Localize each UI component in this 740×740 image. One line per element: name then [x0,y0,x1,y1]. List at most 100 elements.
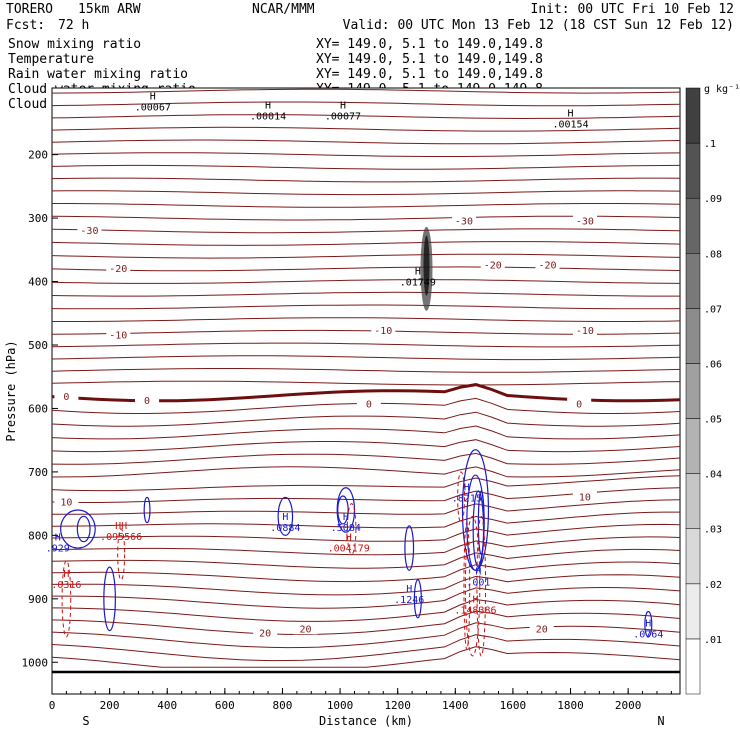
cloud-water-contour [60,509,96,549]
x-tick-label: 0 [49,699,56,712]
cloud-water-contour [644,610,653,638]
isotherm-label: 20 [299,624,311,635]
isotherm-line [51,425,681,440]
plot-area: -30 -30 -30 -20 -20 -20 -10 -10 -10 0 0 0 0 10 10 20 20 2… [46,87,681,695]
isotherm-label: 20 [259,629,271,640]
isotherm-label-bg [77,223,102,236]
isotherm-line [51,452,681,465]
colorbar: .01 .02 .03 .04 .05 .06 .07 .08 .09 .1 [685,87,722,695]
isotherm-line [51,114,681,120]
maximum-value: .095566 [100,532,142,543]
colorbar-swatch [685,197,701,254]
cloud-water-contour [477,490,485,555]
x-tick-label: 200 [100,699,120,712]
y-tick-label: 700 [28,466,48,479]
colorbar-label: .02 [704,580,722,591]
isotherm-line [52,317,681,322]
rain-water-contour [117,528,126,581]
isotherm-label: -30 [80,226,98,237]
title-block: TORERO 15km ARW NCAR/MMM Init: 00 UTC Fr… [6,2,734,33]
isotherm-line [51,634,681,662]
maximum-value: .00067 [135,102,171,113]
maximum-marker: H [415,267,421,278]
rain-water-contour [61,560,72,638]
isotherm-line [51,548,681,569]
colorbar-swatch [685,142,701,199]
isotherm-label: 0 [576,400,582,411]
colorbar-label: .04 [704,470,722,481]
isotherm-line [51,279,681,284]
colorbar-swatch [685,473,701,529]
x-axis: 0 200 400 600 800 1000 1200 1400 1600 1800 2000 [49,688,672,712]
isotherm-line [51,228,681,234]
x-tick-label: 1800 [557,699,584,712]
maximum-marker: HH [115,521,127,532]
colorbar-label: .01 [704,635,722,646]
isotherm-label: -20 [484,261,502,272]
rain-water-contours [61,471,487,657]
maximum-value: .8215 [452,493,482,504]
colorbar-swatch [685,87,701,144]
isotherm-label: 10 [579,492,591,503]
x-tick-label: 600 [215,699,235,712]
x-tick-label: 400 [157,699,177,712]
x-tick-label: 1600 [500,699,527,712]
maximum-marker: H [346,532,352,543]
colorbar-label: .06 [704,359,722,370]
x-tick-label: 1000 [327,699,354,712]
maximum-marker: H [406,584,412,595]
isotherm-label: 20 [536,624,548,635]
isotherm-label: -30 [576,216,594,227]
colorbar-swatch [685,418,701,474]
y-tick-label: 800 [28,529,48,542]
isotherm-label-bg [54,495,79,508]
cloud-water-contour [337,495,349,525]
isotherm-line [51,152,681,157]
maximum-marker: H [55,532,61,543]
isotherm-line [51,561,681,583]
cut-end-label: N [657,714,664,728]
isotherm-line [51,342,681,348]
ice-shading [420,226,433,311]
maximum-marker: H [475,567,481,578]
maximum-value: .5084 [331,523,361,534]
maximum-marker: H [472,595,478,606]
cloud-water-contour [277,496,294,536]
colorbar-units: g kg⁻¹ [704,84,740,95]
maximum-marker: H [645,619,651,630]
isotherm-label-bg [106,261,131,274]
isotherm-label-bg [135,393,160,406]
maximum-marker: H [282,512,288,523]
isotherm-label-bg [106,328,131,341]
isotherm-line [51,523,681,542]
rain-water-contour [463,522,471,651]
maximum-value: .0316 [51,580,81,591]
x-tick-label: 2000 [615,699,642,712]
y-axis-label: Pressure (hPa) [4,340,18,441]
rain-water-contour [476,515,487,657]
maximum-value: .004179 [328,543,370,554]
maximum-marker: H [265,100,271,111]
temperature-contours [51,88,681,668]
y-tick-label: 900 [28,593,48,606]
isotherm-line [51,536,681,556]
isotherm-line [51,499,681,515]
field-legend-xy: XY= 149.0, 5.1 to 149.0,149.8 [316,52,543,67]
maximum-marker: H [150,91,156,102]
valid-time: Valid: 00 UTC Mon 13 Feb 12 (18 CST Sun … [343,18,734,33]
isotherm-line [51,241,681,246]
y-tick-label: 500 [28,339,48,352]
isotherm-line [51,574,681,596]
model-resolution: 15km ARW [78,2,141,17]
isotherm-label-bg [572,324,597,337]
isotherm-label-bg [253,626,278,639]
colorbar-swatch [685,253,701,309]
isotherm-label: -10 [374,326,392,337]
colorbar-label: .09 [704,194,722,205]
fcst-label: Fcst: [6,18,45,33]
isotherm-line [51,190,681,196]
maximum-value: .00014 [250,111,286,122]
isotherm-label: 0 [366,400,372,411]
maximum-marker: H [63,569,69,580]
